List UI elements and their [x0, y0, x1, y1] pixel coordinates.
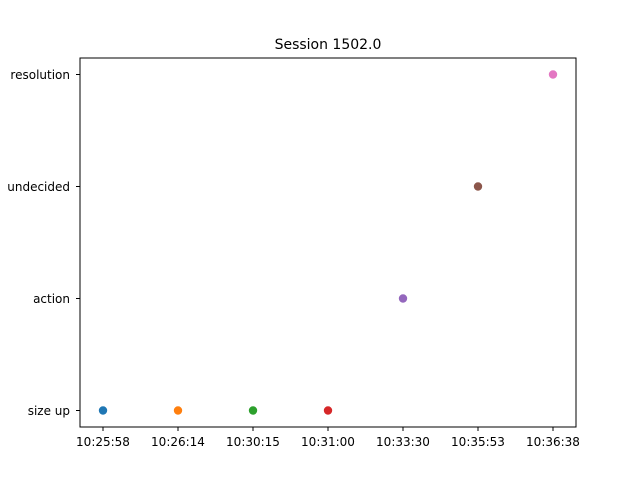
data-point — [98, 406, 108, 415]
y-tick-label: action — [33, 292, 70, 306]
y-axis: size up action undecided resolution — [7, 68, 80, 418]
plot-area-frame — [79, 57, 577, 428]
data-point — [323, 406, 333, 415]
data-point — [548, 70, 558, 79]
data-point — [398, 294, 408, 303]
data-point — [173, 406, 183, 415]
x-tick-label: 10:25:58 — [76, 435, 130, 449]
data-point — [473, 182, 483, 191]
data-point — [248, 406, 258, 415]
y-tick-label: undecided — [7, 180, 70, 194]
y-tick-label: size up — [28, 404, 70, 418]
x-tick-label: 10:36:38 — [526, 435, 580, 449]
x-tick-label: 10:31:00 — [301, 435, 355, 449]
x-tick-label: 10:33:30 — [376, 435, 430, 449]
data-points — [98, 70, 558, 415]
x-tick-label: 10:26:14 — [151, 435, 205, 449]
chart-title: Session 1502.0 — [275, 37, 382, 53]
x-axis: 10:25:58 10:26:14 10:30:15 10:31:00 10:33:30… — [76, 427, 580, 449]
x-tick-label: 10:35:53 — [451, 435, 505, 449]
x-tick-label: 10:30:15 — [226, 435, 280, 449]
y-tick-label: resolution — [10, 68, 70, 82]
